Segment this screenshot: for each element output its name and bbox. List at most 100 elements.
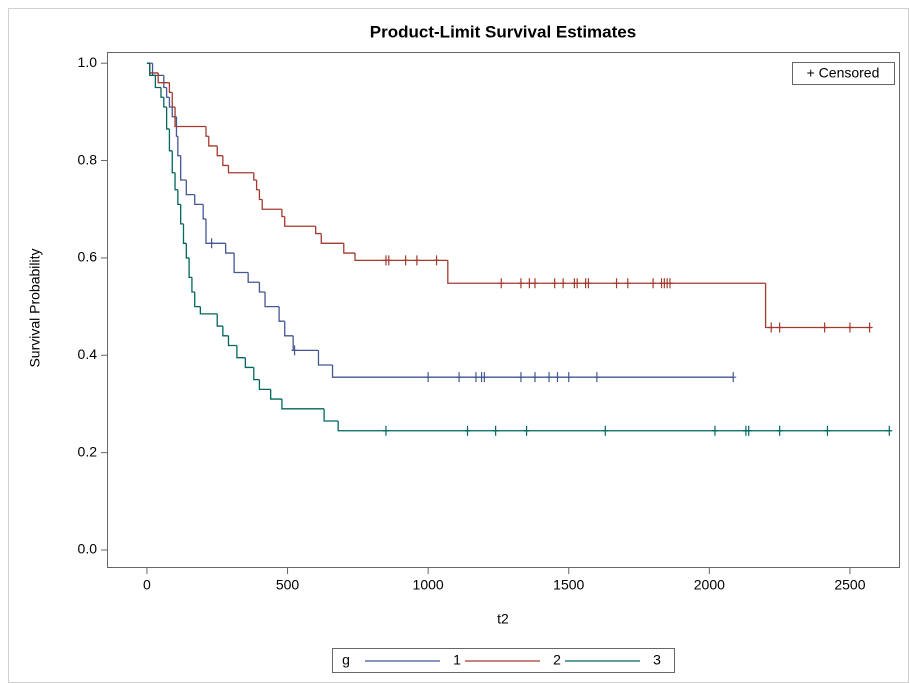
survival-step — [174, 107, 206, 128]
x-tick-label: 0 — [143, 577, 151, 593]
x-tick-label: 1000 — [413, 577, 444, 593]
censor-mark — [585, 278, 592, 289]
survival-step — [185, 180, 195, 196]
survival-step — [163, 97, 167, 108]
survival-step — [216, 313, 223, 327]
survival-step — [225, 243, 235, 254]
survival-step — [258, 282, 266, 293]
survival-step — [354, 253, 448, 261]
censor-mark — [413, 255, 420, 266]
x-axis-label: t2 — [497, 611, 509, 627]
survival-step — [171, 107, 177, 118]
censor-mark — [554, 372, 561, 383]
survival-step — [258, 379, 271, 390]
survival-step — [247, 272, 260, 283]
survival-step — [157, 72, 170, 84]
survival-step — [185, 243, 190, 259]
censor-mark — [517, 278, 524, 289]
survival-step — [191, 277, 195, 293]
survival-step — [764, 283, 870, 329]
censor-mark — [593, 372, 600, 383]
survival-step — [292, 335, 319, 352]
survival-step — [149, 63, 156, 77]
survival-step — [284, 321, 294, 337]
legend-title: g — [342, 652, 350, 668]
censored-legend-box — [792, 62, 895, 85]
censor-mark — [574, 278, 581, 289]
censor-mark — [768, 322, 775, 333]
censor-mark — [560, 278, 567, 289]
censor-mark — [821, 322, 828, 333]
survival-step — [278, 306, 285, 322]
censor-mark — [824, 425, 831, 436]
censor-mark — [481, 372, 488, 383]
x-tick-label: 2500 — [834, 577, 865, 593]
survival-step — [168, 128, 173, 152]
survival-step — [177, 136, 181, 157]
censor-mark — [776, 425, 783, 436]
survival-step — [205, 126, 209, 137]
y-axis-label: Survival Probability — [27, 248, 43, 367]
censor-mark — [492, 425, 499, 436]
survival-step — [188, 257, 192, 279]
censor-mark — [551, 278, 558, 289]
survival-step — [236, 345, 246, 359]
survival-step — [174, 172, 178, 191]
censor-mark — [745, 425, 752, 436]
censor-mark — [433, 255, 440, 266]
survival-step — [281, 399, 325, 410]
chart-title: Product-Limit Survival Estimates — [370, 22, 636, 41]
survival-step — [447, 260, 766, 284]
survival-step — [320, 233, 344, 244]
censor-mark — [208, 238, 215, 249]
censor-mark — [711, 425, 718, 436]
survival-step — [343, 243, 356, 254]
survival-step — [264, 291, 280, 308]
censor-mark — [523, 425, 530, 436]
censor-mark — [425, 372, 432, 383]
survival-step — [244, 357, 254, 369]
survival-step — [233, 253, 249, 274]
censor-mark — [886, 425, 893, 436]
plot-frame — [107, 52, 900, 568]
censor-mark — [531, 372, 538, 383]
censor-mark — [291, 345, 298, 356]
survival-step — [163, 75, 167, 89]
survival-step — [253, 367, 260, 381]
censor-mark — [517, 372, 524, 383]
survival-step — [194, 291, 201, 308]
censor-mark — [602, 425, 609, 436]
y-tick-label: 1.0 — [78, 54, 98, 70]
survival-step — [258, 189, 263, 201]
survival-step — [208, 136, 218, 147]
survival-step — [171, 150, 176, 174]
survival-step — [154, 75, 161, 89]
survival-step — [168, 97, 173, 108]
survival-step — [253, 172, 257, 181]
y-tick-label: 0.6 — [78, 249, 98, 265]
survival-step — [270, 389, 282, 400]
survival-step — [222, 326, 229, 337]
survival-step — [255, 180, 260, 191]
censor-mark — [402, 255, 409, 266]
y-tick-label: 0.8 — [78, 151, 98, 167]
survival-step — [180, 204, 184, 225]
censor-mark — [456, 372, 463, 383]
censor-mark — [866, 322, 873, 333]
censor-mark — [472, 372, 479, 383]
censor-mark — [650, 278, 657, 289]
survival-step — [281, 209, 285, 218]
censor-mark — [666, 278, 673, 289]
censor-mark — [382, 425, 389, 436]
survival-step — [194, 194, 204, 206]
survival-step — [199, 306, 218, 315]
survival-step — [149, 63, 159, 74]
censor-mark — [526, 278, 533, 289]
survival-step — [160, 87, 164, 98]
survival-step — [337, 420, 890, 432]
survival-step — [216, 145, 223, 157]
censor-mark — [730, 372, 737, 383]
censored-legend: + Censored — [807, 65, 880, 81]
